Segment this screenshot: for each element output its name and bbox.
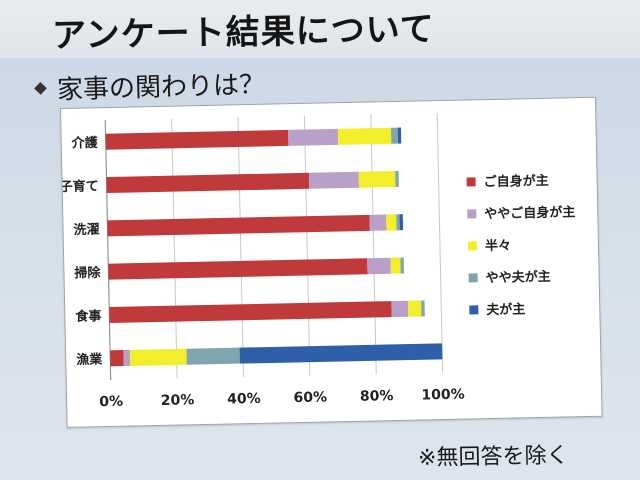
- bar-segment: [395, 170, 399, 187]
- diamond-bullet-icon: [34, 82, 47, 95]
- bar-segment: [108, 258, 368, 280]
- category-label: 食事: [75, 308, 101, 325]
- legend-swatch: [468, 273, 478, 283]
- bar-segment: [421, 300, 425, 317]
- bar-segment: [308, 171, 360, 189]
- page-title: アンケート結果について: [51, 9, 435, 56]
- bar-segment: [186, 347, 240, 365]
- bar-segment: [106, 172, 310, 194]
- category-label: 漁業: [76, 351, 103, 368]
- legend-label: ややご自身が主: [484, 205, 576, 223]
- bar-segment: [337, 127, 392, 145]
- bar-segment: [386, 214, 397, 231]
- x-tick-label: 40%: [227, 391, 261, 408]
- legend-label: 半々: [484, 238, 512, 255]
- subtitle-line: 家事の関わりは？: [34, 64, 266, 107]
- bar-segment: [130, 348, 187, 366]
- bar-segment: [358, 170, 396, 188]
- bar-segment: [399, 214, 404, 231]
- bar-segment: [390, 257, 401, 274]
- legend-swatch: [469, 305, 479, 315]
- subtitle: 家事の関わりは？: [56, 70, 266, 106]
- x-tick-label: 60%: [293, 389, 327, 406]
- bar-segment: [391, 127, 398, 144]
- x-gridline: [303, 115, 311, 376]
- x-tick-label: 80%: [360, 388, 394, 405]
- bar-segment: [110, 350, 124, 367]
- legend-label: やや夫が主: [485, 269, 551, 287]
- x-tick-label: 0%: [99, 394, 123, 410]
- footnote: ※無回答を除く: [417, 443, 569, 471]
- bar-segment: [369, 214, 387, 231]
- legend-item: 半々: [467, 238, 592, 263]
- chart-panel: 介護子育て洗濯掃除食事漁業 0% 20% 40% 60% 80% 100% ご自身が主ややご…: [60, 96, 603, 428]
- x-tick-label: 100%: [421, 387, 465, 404]
- bar-segment: [109, 301, 392, 324]
- legend-item: ご自身が主: [466, 173, 591, 199]
- x-gridline: [436, 113, 444, 374]
- legend-swatch: [466, 177, 476, 187]
- legend-label: 夫が主: [486, 302, 526, 319]
- category-label: 介護: [71, 135, 99, 152]
- category-label: 洗濯: [73, 222, 99, 239]
- y-axis-line: [104, 120, 112, 381]
- bar-segment: [391, 300, 409, 318]
- bar-segment: [396, 214, 400, 231]
- bar-segment: [123, 349, 131, 367]
- chart-legend: ご自身が主ややご自身が主 半々やや夫が主夫が主: [466, 173, 594, 337]
- category-label: 子育て: [61, 178, 99, 195]
- x-gridline: [171, 118, 178, 379]
- legend-swatch: [467, 209, 477, 219]
- bar-segment: [107, 214, 370, 237]
- legend-swatch: [467, 241, 478, 251]
- bar-segment: [397, 127, 402, 144]
- bar-segment: [105, 129, 289, 150]
- x-tick-label: 20%: [161, 392, 195, 409]
- bar-segment: [367, 257, 391, 275]
- legend-item: ややご自身が主: [467, 205, 591, 231]
- title-band: [0, 0, 640, 58]
- legend-item: やや夫が主: [468, 269, 593, 295]
- x-gridline: [370, 114, 377, 375]
- bar-segment: [400, 257, 405, 274]
- category-label: 掃除: [74, 265, 101, 282]
- x-gridline: [237, 117, 244, 378]
- bar-segment: [288, 128, 339, 146]
- legend-label: ご自身が主: [483, 173, 549, 191]
- bar-segment: [407, 300, 422, 317]
- legend-item: 夫が主: [469, 302, 593, 327]
- bar-segment: [239, 343, 443, 364]
